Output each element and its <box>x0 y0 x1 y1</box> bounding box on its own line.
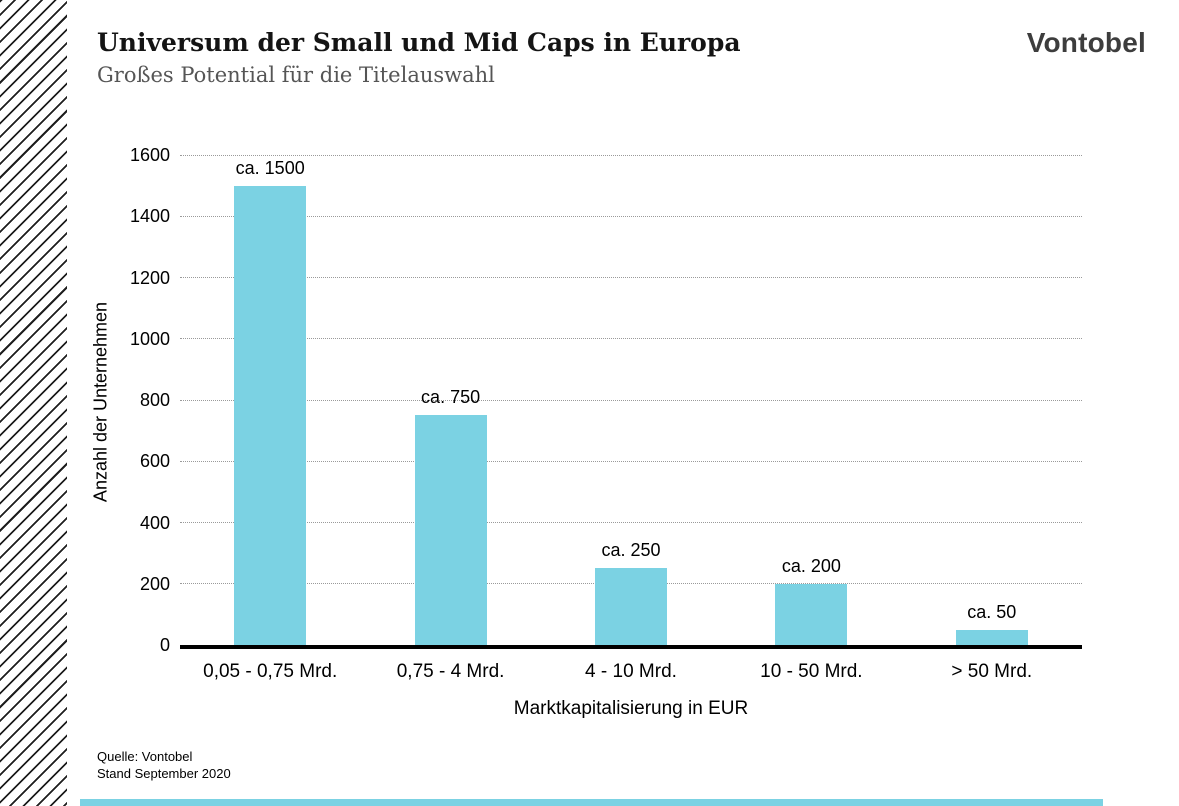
bar-value-label: ca. 750 <box>421 387 481 408</box>
gridline <box>180 460 1082 462</box>
y-axis-ticks: 0 200 400 600 800 1000 1200 1400 1600 <box>105 145 170 655</box>
bar-value-label: ca. 200 <box>781 555 841 576</box>
bar-slot: ca. 250 4 - 10 Mrd. <box>541 155 721 682</box>
x-axis-title: Marktkapitalisierung in EUR <box>513 698 749 719</box>
vontobel-logo: Vontobel <box>1026 27 1146 58</box>
bar-value-label: ca. 250 <box>601 540 661 561</box>
y-tick-label: 1400 <box>129 206 170 227</box>
x-tick-label: 4 - 10 Mrd. <box>585 661 677 682</box>
bar <box>775 583 848 645</box>
source-line-1: Quelle: Vontobel <box>97 749 193 764</box>
bar-value-label: ca. 1500 <box>235 157 305 178</box>
gridline <box>180 522 1082 523</box>
bar-slot: ca. 750 0,75 - 4 Mrd. <box>360 155 540 682</box>
bar-slot: ca. 200 10 - 50 Mrd. <box>721 155 901 682</box>
gridline <box>180 277 1082 278</box>
x-tick-label: > 50 Mrd. <box>951 661 1033 682</box>
bar <box>594 568 667 645</box>
gridline <box>180 154 1082 156</box>
x-tick-label: 0,75 - 4 Mrd. <box>396 661 505 682</box>
source-line-2: Stand September 2020 <box>97 766 231 781</box>
gridline <box>180 399 1082 401</box>
y-tick-label: 1000 <box>129 328 170 349</box>
page-title: Universum der Small und Mid Caps in Euro… <box>97 28 741 57</box>
bar-slot: ca. 1500 0,05 - 0,75 Mrd. <box>180 155 360 682</box>
bar <box>414 415 487 645</box>
source-note: Quelle: Vontobel Stand September 2020 <box>97 748 231 782</box>
y-tick-label: 400 <box>139 512 170 533</box>
y-tick-label: 600 <box>139 451 170 472</box>
gridline <box>180 215 1082 217</box>
page-subtitle: Großes Potential für die Titelauswahl <box>97 63 495 87</box>
y-tick-label: 200 <box>139 573 170 594</box>
y-tick-label: 800 <box>139 390 170 410</box>
bar <box>955 629 1028 645</box>
x-tick-label: 0,05 - 0,75 Mrd. <box>203 661 338 682</box>
plot-area: ca. 1500 0,05 - 0,75 Mrd. ca. 750 0,75 - 4 … <box>180 154 1082 682</box>
y-tick-label: 1200 <box>129 267 170 288</box>
bar-slot: ca. 50 > 50 Mrd. <box>902 155 1082 682</box>
gridline <box>180 338 1082 340</box>
diagonal-hatch-decoration <box>0 0 67 806</box>
accent-strip <box>80 799 1103 806</box>
y-tick-label: 1600 <box>129 145 170 165</box>
bar <box>234 185 307 645</box>
x-tick-label: 10 - 50 Mrd. <box>760 661 863 682</box>
bar-value-label: ca. 50 <box>967 601 1017 622</box>
y-tick-label: 0 <box>159 635 170 655</box>
